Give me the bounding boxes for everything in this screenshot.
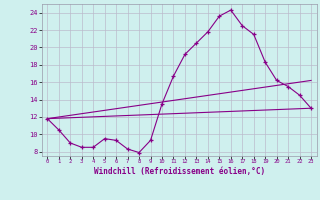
X-axis label: Windchill (Refroidissement éolien,°C): Windchill (Refroidissement éolien,°C) [94,167,265,176]
